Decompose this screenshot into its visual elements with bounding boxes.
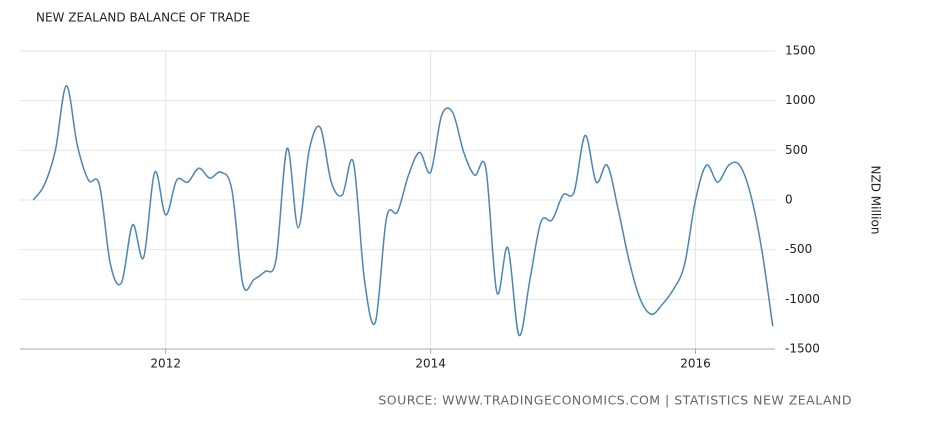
source: SOURCE: WWW.TRADINGECONOMICS.COM | STATI…: [378, 393, 852, 408]
y-tick-label: 1500: [785, 44, 816, 58]
y-tick-label: 1000: [785, 93, 816, 107]
y-tick-label: 0: [785, 193, 793, 207]
y-axis-label: NZD Million: [869, 166, 883, 235]
x-tick-label: 2012: [150, 357, 181, 371]
y-tick-label: -500: [785, 242, 812, 256]
y-tick-label: -1000: [785, 292, 820, 306]
y-tick-label: 500: [785, 143, 808, 157]
chart-title: NEW ZEALAND BALANCE OF TRADE: [36, 11, 250, 25]
x-tick-label: 2014: [415, 357, 446, 371]
y-tick-label: -1500: [785, 342, 820, 356]
x-tick-label: 2016: [680, 357, 711, 371]
data-line: [32, 85, 774, 336]
